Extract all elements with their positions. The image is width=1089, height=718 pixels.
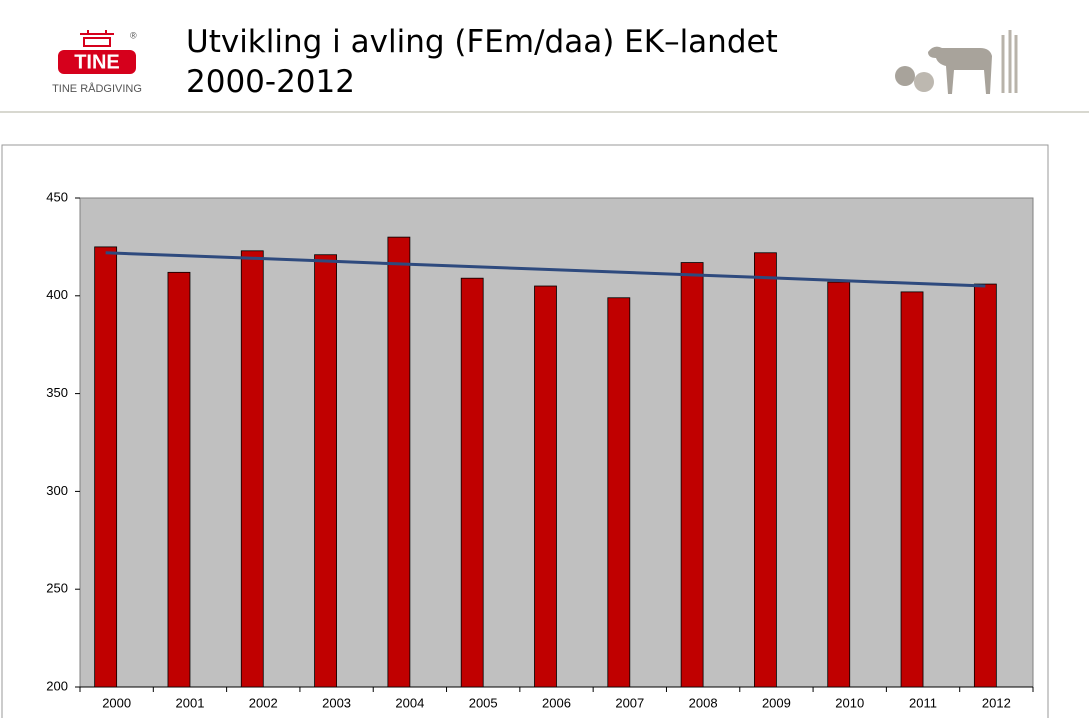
x-tick-label: 2001 <box>176 695 205 710</box>
y-tick-label: 450 <box>46 189 68 204</box>
bar <box>973 283 997 688</box>
logo-icon <box>80 30 114 47</box>
y-tick-label: 250 <box>46 581 68 596</box>
logo-badge <box>58 50 136 74</box>
bar <box>167 271 191 688</box>
bar <box>900 291 924 688</box>
bar <box>680 262 704 688</box>
bar <box>534 285 557 688</box>
y-tick-label: 350 <box>46 385 68 400</box>
cow-icon <box>928 46 992 94</box>
logo-mark: ® <box>130 30 137 40</box>
x-tick-label: 2005 <box>469 695 498 710</box>
header-icons <box>895 30 1018 94</box>
x-tick-label: 2004 <box>395 695 424 710</box>
speech-bubble <box>895 66 915 86</box>
x-tick-label: 2006 <box>542 695 571 710</box>
bar <box>827 281 851 688</box>
chart: 200 250 300 350 400 450 2000 2001 2002 2003 2004 20… <box>46 189 1034 710</box>
bar <box>240 250 264 688</box>
x-tick-label: 2007 <box>615 695 644 710</box>
logo-brand: TINE <box>74 51 120 73</box>
bar <box>460 277 484 688</box>
chart-title: Utvikling i avling (FEm/daa) EK–landet 2… <box>186 24 778 100</box>
x-tick-label: 2008 <box>689 695 718 710</box>
x-tick-label: 2002 <box>249 695 278 710</box>
logo-subtitle: TINE RÅDGIVING <box>52 82 142 95</box>
y-tick-label: 300 <box>46 483 68 498</box>
x-tick-label: 2000 <box>102 695 131 710</box>
speech-bubble <box>914 72 934 92</box>
x-tick-label: 2010 <box>835 695 864 710</box>
y-tick-label: 200 <box>46 678 68 693</box>
x-tick-label: 2009 <box>762 695 791 710</box>
bar <box>754 252 777 688</box>
x-tick-label: 2003 <box>322 695 351 710</box>
bar <box>387 236 411 688</box>
trend-line <box>105 251 986 288</box>
y-tick-label: 400 <box>46 287 68 302</box>
bar <box>607 297 631 688</box>
logo: TINE ® TINE RÅDGIVING <box>52 30 142 95</box>
x-tick-label: 2011 <box>909 695 937 710</box>
bar <box>94 246 118 688</box>
wheat-icon <box>1001 30 1018 93</box>
header-rule <box>0 111 1089 113</box>
bar <box>314 254 337 688</box>
x-tick-label: 2012 <box>982 695 1011 710</box>
